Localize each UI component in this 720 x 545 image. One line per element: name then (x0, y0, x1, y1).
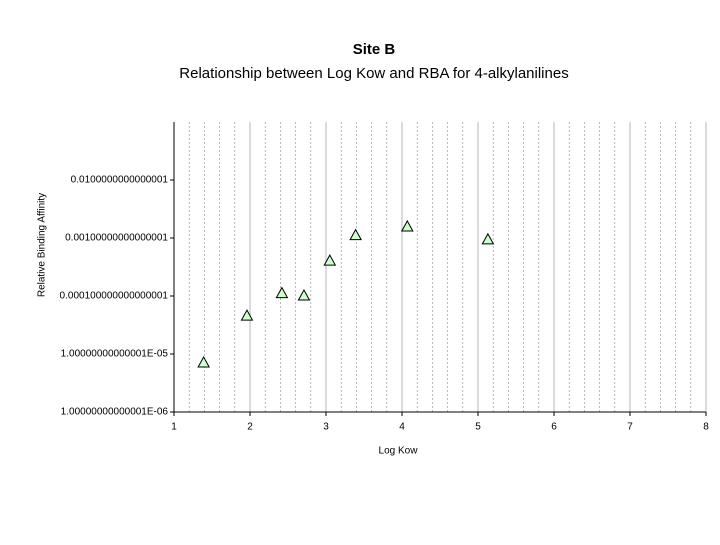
x-tick-label: 7 (627, 422, 633, 433)
y-tick-label: 1.00000000000001E-06 (61, 407, 169, 418)
x-tick-label: 4 (399, 422, 405, 433)
point (275, 286, 289, 299)
y-tick-label: 0.00100000000000001 (65, 233, 168, 244)
y-axis-label: Relative Binding Affinity (37, 193, 48, 297)
x-tick-label: 8 (703, 422, 709, 433)
point (481, 232, 495, 245)
x-tick-label: 6 (551, 422, 557, 433)
x-tick-label: 2 (247, 422, 253, 433)
x-axis-label: Log Kow (379, 446, 419, 457)
y-tick-label: 1.00000000000001E-05 (61, 349, 169, 360)
point (400, 219, 414, 232)
point (197, 355, 210, 368)
point (349, 228, 362, 241)
x-tick-label: 1 (171, 422, 177, 433)
chart-title: Site B (353, 41, 396, 58)
point (297, 288, 311, 301)
point (323, 254, 337, 266)
y-tick-label: 0.000100000000000001 (60, 291, 169, 302)
x-tick-label: 5 (475, 422, 481, 433)
point (240, 309, 254, 321)
chart-subtitle: Relationship between Log Kow and RBA for… (179, 65, 568, 82)
y-tick-label: 0.0100000000000001 (71, 175, 169, 186)
x-tick-label: 3 (323, 422, 329, 433)
